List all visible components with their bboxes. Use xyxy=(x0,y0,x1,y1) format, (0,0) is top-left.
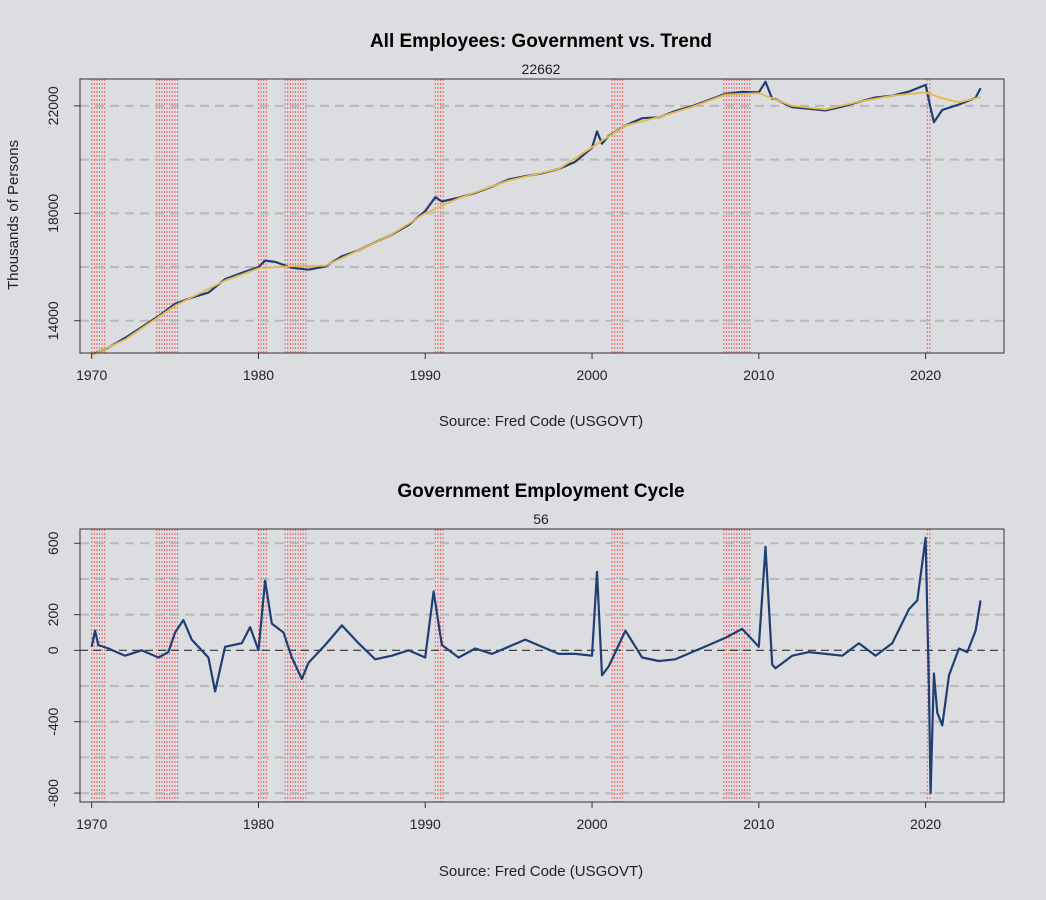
y-tick-label: 22000 xyxy=(45,86,61,125)
recession-band xyxy=(434,529,444,802)
recession-band xyxy=(257,529,267,802)
series-line-cycle xyxy=(90,536,982,795)
plot-frame xyxy=(79,528,1005,803)
panel-government-vs-trend: All Employees: Government vs. Trend 2266… xyxy=(5,31,1005,430)
y-tick-label: 18000 xyxy=(45,194,61,233)
recession-band xyxy=(926,79,931,353)
recession-band xyxy=(723,529,751,802)
x-axis-label: Source: Fred Code (USGOVT) xyxy=(439,863,643,880)
recession-band xyxy=(611,79,624,353)
x-tick-label: 1990 xyxy=(410,367,441,383)
recession-band xyxy=(91,79,106,353)
chart-title: Government Employment Cycle xyxy=(397,481,684,502)
x-tick-label: 2020 xyxy=(910,816,941,832)
recession-band xyxy=(434,79,444,353)
x-tick-label: 1970 xyxy=(76,367,107,383)
recession-band xyxy=(91,529,106,802)
recession-band xyxy=(257,79,267,353)
x-tick-label: 1970 xyxy=(76,816,107,832)
series-line-trend xyxy=(91,91,981,356)
plot-area xyxy=(80,79,1004,353)
panel-employment-cycle: Government Employment Cycle 56 Source: F… xyxy=(45,481,1005,880)
recession-band xyxy=(284,79,307,353)
x-tick-label: 2000 xyxy=(576,367,607,383)
recession-band xyxy=(723,79,751,353)
plot-frame xyxy=(79,78,1005,354)
x-tick-label: 2020 xyxy=(910,367,941,383)
x-tick-label: 2010 xyxy=(743,816,774,832)
x-tick-label: 2000 xyxy=(576,816,607,832)
chart-subtitle: 56 xyxy=(533,511,549,527)
x-tick-label: 1980 xyxy=(243,816,274,832)
y-tick-label: 200 xyxy=(45,603,61,627)
y-axis-label: Thousands of Persons xyxy=(5,140,22,290)
y-tick-label: 600 xyxy=(45,531,61,555)
x-tick-label: 1980 xyxy=(243,367,274,383)
chart-title: All Employees: Government vs. Trend xyxy=(370,31,712,52)
x-axis-label: Source: Fred Code (USGOVT) xyxy=(439,413,643,430)
x-tick-label: 2010 xyxy=(743,367,774,383)
plot-area xyxy=(80,529,1004,802)
recession-band xyxy=(284,529,307,802)
y-tick-label: 0 xyxy=(45,646,61,654)
y-tick-label: -400 xyxy=(45,707,61,735)
y-tick-label: -800 xyxy=(45,779,61,807)
chart-subtitle: 22662 xyxy=(522,61,561,77)
recession-band xyxy=(156,529,179,802)
y-tick-label: 14000 xyxy=(45,301,61,340)
recession-band xyxy=(611,529,624,802)
x-tick-label: 1990 xyxy=(410,816,441,832)
